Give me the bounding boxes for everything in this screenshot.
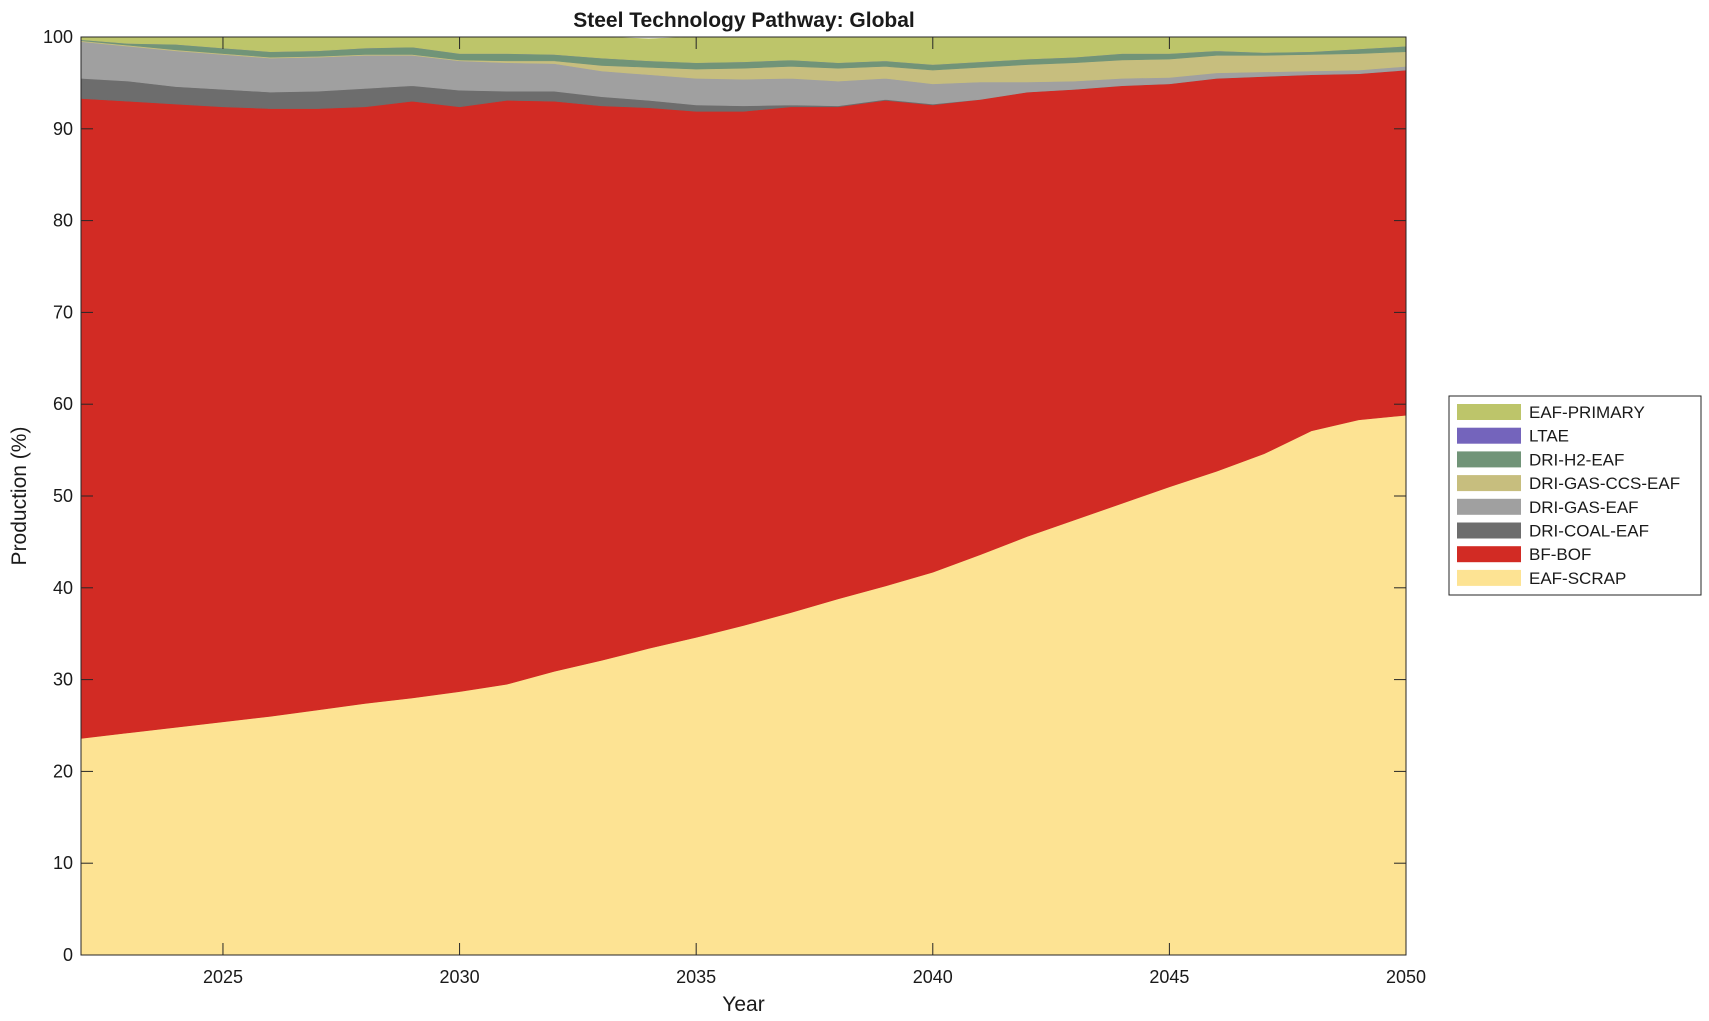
legend-box <box>1448 395 1702 596</box>
y-axis: 0 10 20 30 40 50 60 70 80 90 100 <box>43 27 1406 965</box>
legend-label-eaf-primary: EAF-PRIMARY <box>1529 403 1645 422</box>
y-tick-label: 50 <box>53 486 73 506</box>
legend-swatch-dri-h2-eaf <box>1457 451 1521 468</box>
legend-swatch-dri-gas-ccs-eaf <box>1457 475 1521 492</box>
x-tick-label: 2030 <box>440 967 480 987</box>
legend-label-eaf-scrap: EAF-SCRAP <box>1529 569 1626 588</box>
chart-title: Steel Technology Pathway: Global <box>573 9 915 32</box>
legend-label-ltae: LTAE <box>1529 427 1569 446</box>
legend-label-dri-gas-eaf: DRI-GAS-EAF <box>1529 498 1639 517</box>
x-axis: 2025 2030 2035 2040 2045 2050 <box>203 37 1426 987</box>
x-axis-label: Year <box>722 993 764 1016</box>
y-tick-label: 80 <box>53 211 73 231</box>
legend-label-bf-bof: BF-BOF <box>1529 545 1591 564</box>
x-tick-label: 2025 <box>203 967 243 987</box>
x-tick-label: 2035 <box>676 967 716 987</box>
legend: EAF-PRIMARY LTAE DRI-H2-EAF DRI-GAS-CCS-EAF… <box>1448 395 1702 596</box>
legend-label-dri-gas-ccs-eaf: DRI-GAS-CCS-EAF <box>1529 474 1680 493</box>
legend-label-dri-coal-eaf: DRI-COAL-EAF <box>1529 522 1649 541</box>
y-tick-label: 100 <box>43 27 73 47</box>
legend-swatch-eaf-primary <box>1457 404 1521 420</box>
y-tick-label: 60 <box>53 394 73 414</box>
x-tick-label: 2045 <box>1149 967 1189 987</box>
y-tick-label: 70 <box>53 302 73 322</box>
legend-swatch-ltae <box>1457 427 1521 444</box>
y-tick-label: 90 <box>53 119 73 139</box>
plot-area-series <box>80 36 1407 956</box>
x-tick-label: 2040 <box>913 967 953 987</box>
y-axis-label: Production (%) <box>8 427 31 566</box>
legend-swatch-dri-gas-eaf <box>1457 498 1521 515</box>
y-tick-label: 20 <box>53 761 73 781</box>
x-tick-label: 2050 <box>1386 967 1426 987</box>
legend-swatch-dri-coal-eaf <box>1457 522 1521 539</box>
y-tick-label: 40 <box>53 578 73 598</box>
legend-swatch-eaf-scrap <box>1457 569 1521 586</box>
legend-swatch-bf-bof <box>1457 546 1521 563</box>
y-tick-label: 10 <box>53 853 73 873</box>
y-tick-label: 30 <box>53 670 73 690</box>
legend-label-dri-h2-eaf: DRI-H2-EAF <box>1529 450 1624 469</box>
y-tick-label: 0 <box>63 945 73 965</box>
